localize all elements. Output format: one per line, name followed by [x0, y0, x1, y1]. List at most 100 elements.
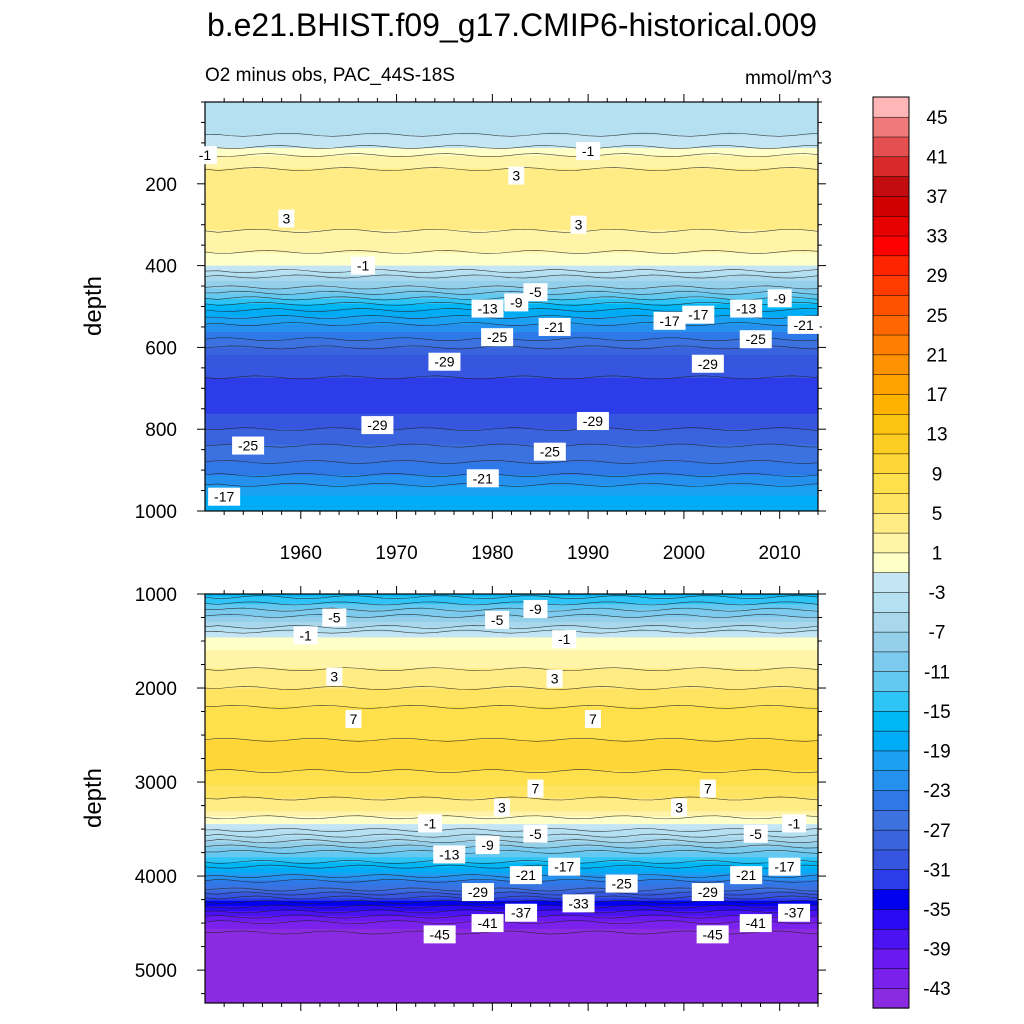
colorbar-swatch	[872, 987, 910, 1009]
contour-band	[205, 767, 818, 771]
contour-line	[205, 228, 818, 233]
contour-band	[205, 734, 818, 738]
contour-band	[205, 145, 818, 149]
colorbar-swatch	[872, 96, 910, 118]
contour-line	[205, 737, 818, 742]
contour-band	[205, 691, 818, 695]
contour-band	[205, 206, 818, 210]
contour-label-text: -21	[736, 867, 756, 883]
contour-band	[205, 985, 818, 989]
contour-band	[205, 449, 818, 453]
contour-band	[205, 898, 818, 902]
contour-band	[205, 762, 818, 766]
contour-band	[205, 765, 818, 769]
contour-label-box	[232, 436, 265, 455]
contour-label-text: -21	[544, 319, 564, 335]
contour-band	[205, 441, 818, 446]
contour-band	[205, 803, 818, 807]
contour-band	[205, 806, 818, 810]
contour-label-box	[730, 299, 763, 318]
contour-label: 7	[345, 710, 362, 729]
contour-band	[205, 629, 818, 633]
contour-label: -5	[485, 610, 510, 629]
contour-label-box	[475, 836, 500, 855]
contour-band	[205, 645, 818, 649]
contour-band	[205, 619, 818, 623]
contour-band	[205, 380, 818, 384]
upper-axis-ticks: 1960 1970 1980 1990 2000 2010 200 400 600 800 1000	[135, 94, 826, 564]
colorbar-swatch	[872, 374, 910, 395]
contour-band	[205, 617, 818, 621]
contour-band	[205, 887, 818, 892]
contour-band	[205, 490, 818, 494]
contour-band	[205, 245, 818, 249]
colorbar-swatch	[872, 888, 910, 910]
contour-band	[205, 217, 818, 221]
colorbar-swatch	[872, 968, 910, 989]
contour-band	[205, 775, 818, 779]
contour-label-box	[576, 412, 609, 431]
contour-band	[205, 263, 818, 267]
contour-line	[205, 427, 818, 432]
contour-band	[205, 790, 818, 794]
contour-band	[205, 444, 818, 448]
contour-band	[205, 416, 818, 420]
contour-band	[205, 314, 818, 318]
colorbar-tick-label: -31	[923, 860, 950, 881]
contour-band	[205, 982, 818, 986]
contour-label-text: -5	[328, 610, 341, 626]
contour-label-text: -37	[511, 905, 531, 921]
colorbar-tick-label: -35	[923, 900, 950, 921]
contour-band	[205, 969, 818, 973]
contour-band	[205, 755, 818, 759]
colorbar-tick-label: -43	[923, 979, 950, 1000]
contour-label-text: -21	[473, 470, 493, 486]
contour-band	[205, 130, 818, 134]
colorbar-swatch	[872, 908, 910, 930]
contour-label-text: 3	[330, 669, 338, 685]
contour-band	[205, 393, 818, 397]
colorbar-swatch	[872, 274, 910, 296]
contour-band	[205, 987, 818, 991]
colorbar-swatch	[872, 651, 910, 672]
contour-line	[205, 601, 818, 606]
contour-label: 3	[570, 215, 587, 234]
colorbar-frame	[872, 96, 910, 1009]
contour-band	[205, 997, 818, 1002]
contour-band	[205, 954, 818, 958]
contour-label: -21	[466, 469, 499, 488]
contour-line	[205, 322, 818, 326]
contour-label: -25	[232, 436, 265, 455]
contour-label: -13	[433, 845, 466, 864]
contour-band	[205, 150, 818, 154]
y-tick-label: 2000	[135, 679, 177, 700]
contour-band	[205, 657, 818, 662]
contour-label: -1	[193, 146, 217, 165]
contour-label-text: -25	[238, 438, 258, 454]
contour-band	[205, 426, 818, 430]
colorbar-swatch	[872, 512, 910, 534]
contour-label-box	[691, 354, 724, 373]
contour-band	[205, 135, 818, 139]
contour-label-box	[787, 315, 820, 334]
contour-band	[205, 813, 818, 817]
contour-label-box	[682, 305, 715, 324]
contour-label: -41	[739, 914, 772, 933]
contour-band	[205, 401, 818, 405]
contour-band	[205, 503, 818, 507]
contour-label-text: 7	[704, 781, 712, 797]
contour-line	[205, 274, 818, 279]
contour-line	[205, 473, 818, 477]
contour-label-box	[326, 667, 343, 686]
contour-band	[205, 665, 818, 669]
contour-label-text: -41	[477, 915, 497, 931]
contour-band	[205, 188, 818, 193]
contour-label: -37	[778, 903, 811, 922]
contour-label-text: -29	[434, 354, 454, 370]
colorbar-swatch	[872, 710, 910, 732]
contour-band	[205, 749, 818, 754]
contour-band	[205, 199, 818, 203]
contour-band	[205, 854, 818, 858]
contour-band	[205, 770, 818, 774]
colorbar-swatch	[872, 789, 910, 811]
